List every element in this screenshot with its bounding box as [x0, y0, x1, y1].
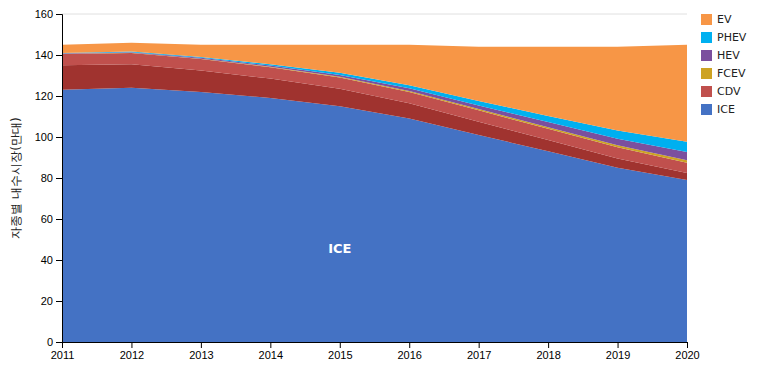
x-tick: 2012: [120, 342, 144, 361]
legend-label: PHEV: [717, 31, 747, 44]
x-tick-mark: [131, 342, 132, 348]
grid: [62, 14, 687, 342]
y-tick: 0: [47, 336, 62, 348]
y-tick-mark: [56, 342, 62, 343]
x-tick: 2014: [259, 342, 283, 361]
legend-item: FCEV: [701, 67, 746, 80]
y-tick: 80: [41, 172, 62, 184]
x-tick: 2017: [467, 342, 491, 361]
x-tick-label: 2014: [259, 349, 283, 361]
x-tick-label: 2018: [536, 349, 560, 361]
y-axis-title: 자종별 내수시장(만대): [9, 117, 23, 238]
x-tick: 2016: [397, 342, 421, 361]
x-tick-mark: [201, 342, 202, 348]
x-axis: 2011 2012 2013 2014 2015 2016 2017 2018 2019 2020: [51, 342, 700, 361]
x-tick: 2013: [189, 342, 213, 361]
legend: EV PHEV HEV FCEV CDV ICE: [701, 13, 747, 116]
legend-item: EV: [701, 13, 732, 26]
x-tick-label: 2015: [328, 349, 352, 361]
y-tick-label: 160: [35, 8, 53, 20]
x-tick-mark: [618, 342, 619, 348]
legend-item: PHEV: [701, 31, 747, 44]
legend-swatch: [701, 32, 712, 43]
legend-item: ICE: [701, 103, 735, 116]
y-tick: 100: [35, 131, 62, 143]
x-tick: 2020: [675, 342, 699, 361]
x-tick-label: 2020: [675, 349, 699, 361]
legend-label: HEV: [717, 49, 740, 62]
y-tick-label: 40: [41, 254, 53, 266]
annotation: ICE: [328, 241, 351, 256]
x-tick-label: 2016: [397, 349, 421, 361]
x-tick-label: 2011: [51, 349, 75, 361]
y-tick-mark: [56, 55, 62, 56]
legend-swatch: [701, 86, 712, 97]
y-tick: 60: [41, 213, 62, 225]
area: [62, 43, 687, 142]
x-tick-mark: [548, 342, 549, 348]
x-axis-line: [63, 343, 688, 349]
x-tick-label: 2017: [467, 349, 491, 361]
x-tick-mark: [270, 342, 271, 348]
y-tick: 20: [41, 295, 62, 307]
areas: [62, 43, 687, 342]
x-tick-mark: [687, 342, 688, 348]
x-tick: 2018: [536, 342, 560, 361]
legend-item: HEV: [701, 49, 740, 62]
y-tick-mark: [56, 14, 62, 15]
legend-swatch: [701, 14, 712, 25]
y-tick-mark: [56, 96, 62, 97]
legend-label: EV: [717, 13, 732, 26]
y-tick-label: 100: [35, 131, 53, 143]
y-tick-mark: [56, 260, 62, 261]
y-tick: 120: [35, 90, 62, 102]
legend-swatch: [701, 104, 712, 115]
y-tick-mark: [56, 219, 62, 220]
x-tick-mark: [340, 342, 341, 348]
x-tick-label: 2013: [189, 349, 213, 361]
y-tick: 40: [41, 254, 62, 266]
x-tick-label: 2019: [606, 349, 630, 361]
y-tick-label: 80: [41, 172, 53, 184]
x-tick: 2011: [51, 342, 75, 361]
y-tick: 160: [35, 8, 62, 20]
legend-label: CDV: [717, 85, 741, 98]
y-tick-label: 20: [41, 295, 53, 307]
y-tick-label: 140: [35, 49, 53, 61]
x-tick: 2015: [328, 342, 352, 361]
chart: 2011201220132014201520162017201820192020…: [0, 0, 767, 372]
legend-item: CDV: [701, 85, 741, 98]
legend-label: FCEV: [717, 67, 746, 80]
plot: 2011201220132014201520162017201820192020…: [35, 8, 700, 361]
legend-label: ICE: [717, 103, 735, 116]
x-tick-label: 2012: [120, 349, 144, 361]
y-tick-label: 120: [35, 90, 53, 102]
x-tick: 2019: [606, 342, 630, 361]
legend-swatch: [701, 50, 712, 61]
y-tick-mark: [56, 178, 62, 179]
y-axis: 0 20 40 60 80 100 120 140 160: [35, 8, 63, 348]
legend-swatch: [701, 68, 712, 79]
x-tick-mark: [479, 342, 480, 348]
y-tick: 140: [35, 49, 62, 61]
y-tick-mark: [56, 137, 62, 138]
x-tick-mark: [409, 342, 410, 348]
grid-line: [62, 14, 687, 15]
y-axis-line: [56, 15, 63, 343]
y-tick-label: 60: [41, 213, 53, 225]
y-tick-label: 0: [47, 336, 53, 348]
y-tick-mark: [56, 301, 62, 302]
